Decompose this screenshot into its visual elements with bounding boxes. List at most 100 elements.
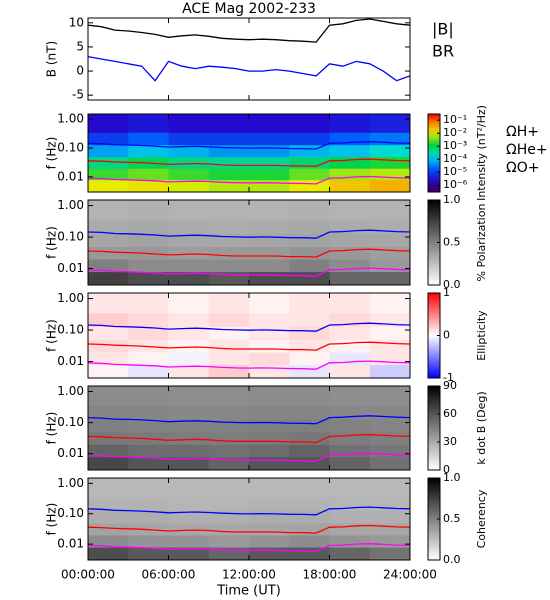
heatmap-cell	[88, 364, 129, 379]
colorbar-tick-label: 30	[443, 435, 457, 448]
heatmap-cell	[249, 510, 290, 524]
heatmap-cell	[249, 132, 290, 146]
heatmap-cell	[88, 233, 129, 248]
heatmap-cell	[88, 352, 129, 366]
heatmap-cell	[88, 339, 129, 353]
heatmap-cell	[249, 233, 290, 248]
data-line	[87, 55, 411, 82]
heatmap-cell	[128, 144, 169, 158]
heatmap-cell	[88, 246, 129, 260]
heatmap-cell	[249, 312, 290, 327]
heatmap-cell	[249, 386, 290, 407]
colorbar-tick-label: 0	[443, 329, 450, 342]
heatmap-cell	[249, 293, 290, 314]
legend-label: ΩO+	[506, 160, 539, 176]
y-tick-label: 0	[76, 64, 84, 78]
heatmap-cell	[249, 339, 290, 353]
heatmap-cell	[128, 386, 169, 407]
heatmap-cell	[289, 326, 330, 341]
colorbar-tick-label: 60	[443, 407, 457, 420]
heatmap-cell	[208, 132, 250, 146]
heatmap-cell	[88, 144, 129, 158]
heatmap-cell	[289, 364, 330, 379]
heatmap-cell	[369, 156, 411, 169]
heatmap-cell	[168, 497, 210, 511]
heatmap-cell	[369, 510, 411, 524]
y-tick-label: 0.10	[57, 230, 84, 244]
y-axis-label: f (Hz)	[45, 137, 59, 170]
heatmap-cell	[208, 405, 250, 420]
heatmap-cell	[369, 246, 411, 260]
heatmap-cell	[128, 405, 169, 420]
heatmap-cell	[88, 534, 129, 548]
y-tick-label: 1.00	[57, 476, 84, 490]
heatmap-cell	[128, 271, 169, 286]
heatmap-cell	[289, 444, 330, 458]
heatmap-cell	[369, 419, 411, 433]
data-line	[87, 452, 411, 462]
heatmap-cell	[88, 386, 129, 407]
heatmap-cell	[249, 497, 290, 511]
heatmap-cell	[289, 497, 330, 511]
legend-label: ΩHe+	[506, 142, 548, 158]
heatmap-cell	[249, 444, 290, 458]
y-tick-label: 1.00	[57, 291, 84, 305]
heatmap-cell	[329, 246, 371, 260]
heatmap-cell	[249, 114, 290, 133]
heatmap-cell	[168, 444, 210, 458]
heatmap-cell	[369, 200, 411, 221]
data-line	[87, 415, 411, 425]
heatmap-cell	[88, 179, 129, 193]
y-tick-label: 10	[69, 15, 84, 29]
heatmap-cell	[88, 478, 129, 498]
heatmap-cell	[249, 271, 290, 286]
heatmap-cell	[128, 364, 169, 379]
heatmap-cell	[369, 326, 411, 341]
heatmap-cell	[168, 259, 210, 273]
heatmap-cell	[88, 522, 129, 536]
heatmap-cell	[249, 547, 290, 561]
colorbar	[427, 385, 441, 471]
heatmap-cell	[168, 271, 210, 286]
y-tick-label: 0.01	[57, 537, 84, 551]
heatmap-cell	[208, 352, 250, 366]
data-line	[87, 506, 411, 516]
x-tick-label: 24:00:00	[383, 568, 437, 582]
heatmap-cell	[249, 522, 290, 536]
heatmap-cell	[208, 293, 250, 314]
heatmap-cell	[168, 144, 210, 158]
heatmap-cell	[128, 132, 169, 146]
heatmap-cell	[249, 352, 290, 366]
heatmap-cell	[208, 156, 250, 169]
heatmap-cell	[128, 352, 169, 366]
data-line	[87, 341, 411, 351]
heatmap-cell	[88, 156, 129, 169]
heatmap-cell	[289, 293, 330, 314]
heatmap-cell	[168, 419, 210, 433]
heatmap-cell	[329, 510, 371, 524]
heatmap-cell	[369, 179, 411, 193]
heatmap-cell	[168, 219, 210, 234]
heatmap-cell	[249, 419, 290, 433]
heatmap-cell	[168, 246, 210, 260]
colorbar-tick-label: 0.0	[443, 553, 461, 566]
heatmap-cell	[128, 312, 169, 327]
colorbar	[427, 113, 441, 193]
data-line	[87, 248, 411, 258]
heatmap-cell	[369, 364, 411, 379]
heatmap-cell	[128, 179, 169, 193]
heatmap-cell	[128, 534, 169, 548]
heatmap-cell	[329, 339, 371, 353]
heatmap-cell	[88, 326, 129, 341]
data-line	[87, 322, 411, 332]
heatmap-cell	[208, 219, 250, 234]
y-tick-label: -5	[72, 88, 84, 102]
heatmap-cell	[208, 259, 250, 273]
data-line	[87, 175, 411, 185]
heatmap-cell	[88, 456, 129, 471]
heatmap-cell	[128, 478, 169, 498]
heatmap-cell	[88, 547, 129, 561]
heatmap-cell	[289, 271, 330, 286]
heatmap-cell	[168, 364, 210, 379]
